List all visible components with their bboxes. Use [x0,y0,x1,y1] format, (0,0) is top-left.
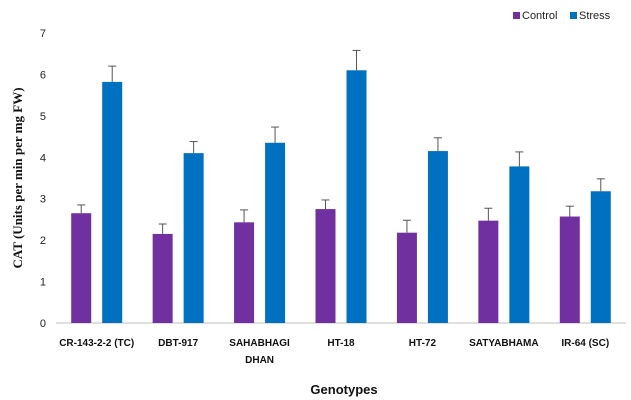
error-bar [515,151,524,167]
bar-stress [265,142,286,323]
y-tick-label: 4 [40,152,46,164]
x-tick-label: HT-72 [409,338,437,349]
x-tick-label: IR-64 (SC) [561,338,609,349]
y-tick-label: 6 [40,69,46,81]
bar-control [559,216,580,323]
legend: Control Stress [513,10,611,22]
error-bar [321,199,330,210]
error-bar [108,65,117,82]
legend-label-control: Control [522,10,557,22]
error-bar [433,137,442,152]
legend-label-stress: Stress [579,10,611,22]
error-bar [565,205,574,217]
bar-control [152,233,173,323]
bar-stress [427,151,448,323]
x-tick-label: HT-18 [327,338,355,349]
bar-stress [590,191,611,323]
y-tick-label: 7 [40,28,46,40]
x-tick-label: SATYABHAMA [469,338,538,349]
bar-control [234,222,255,323]
y-axis-ticks: 0 1 2 3 4 5 6 7 [40,28,46,330]
error-bar [271,126,280,143]
bar-control [315,209,336,323]
y-tick-label: 0 [40,318,46,330]
bar-control [71,213,92,323]
bar-stress [183,153,204,323]
y-tick-label: 3 [40,194,46,206]
error-bar [484,207,493,221]
error-bar [596,178,605,192]
x-tick-label: DHAN [245,355,274,366]
y-tick-label: 5 [40,111,46,123]
error-bar [402,219,411,233]
y-tick-label: 2 [40,235,46,247]
error-bar [189,141,198,154]
bars [71,49,611,324]
error-bar [158,223,167,234]
y-axis-title: CAT (Units per min per mg FW) [10,87,25,268]
x-tick-label: DBT-917 [158,338,198,349]
legend-swatch-control [513,12,520,19]
bar-stress [346,70,367,324]
category-labels: CR-143-2-2 (TC) DBT-917 SAHABHAGI DHAN HT-18… [59,338,609,366]
x-tick-label: SAHABHAGI [229,338,290,349]
y-tick-label: 1 [40,277,46,289]
error-bar [240,209,249,223]
bar-stress [102,81,123,323]
legend-swatch-stress [570,12,577,19]
error-bar [77,204,86,214]
bar-control [396,232,417,323]
bar-stress [509,166,530,323]
error-bar [352,49,361,71]
bar-control [478,220,499,323]
x-tick-label: CR-143-2-2 (TC) [59,338,134,349]
x-axis-title: Genotypes [310,382,377,397]
